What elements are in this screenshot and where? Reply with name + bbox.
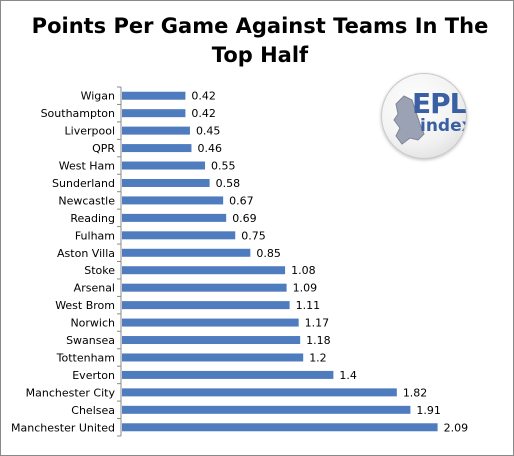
data-label: 1.08 <box>291 264 316 277</box>
bar <box>122 213 227 222</box>
data-label: 0.45 <box>196 125 221 138</box>
category-label: Reading <box>70 212 115 225</box>
logo-text-index: index <box>420 116 466 136</box>
data-label: 0.58 <box>216 177 241 190</box>
category-label: West Brom <box>55 299 115 312</box>
bar <box>122 405 411 414</box>
category-label: Everton <box>72 369 115 382</box>
bar <box>122 388 397 397</box>
bar <box>122 301 290 310</box>
bar <box>122 423 438 432</box>
category-label: Southampton <box>41 107 115 120</box>
data-label: 1.4 <box>339 369 357 382</box>
category-label: Stoke <box>84 264 115 277</box>
data-label: 1.18 <box>306 334 331 347</box>
category-label: Manchester United <box>11 421 115 434</box>
category-label: Norwich <box>70 317 115 330</box>
bar <box>122 196 224 205</box>
data-label: 1.17 <box>305 317 330 330</box>
data-label: 0.75 <box>241 229 266 242</box>
category-label: Aston Villa <box>57 247 115 260</box>
data-label: 0.42 <box>191 107 216 120</box>
category-label: West Ham <box>59 160 115 173</box>
data-label: 1.91 <box>416 404 441 417</box>
data-label: 0.85 <box>256 247 281 260</box>
logo-text-epl: EPL <box>412 87 467 120</box>
bars-group <box>122 91 438 432</box>
category-label: Liverpool <box>65 125 115 138</box>
category-label: Sunderland <box>52 177 115 190</box>
data-labels-group: 0.42 0.42 0.45 0.46 0.55 0.58 0.67 0.69 0.75 0.85… <box>191 90 468 435</box>
bar <box>122 231 236 240</box>
data-label: 0.69 <box>232 212 257 225</box>
category-label: Manchester City <box>26 386 116 399</box>
data-label: 0.55 <box>211 160 236 173</box>
bar <box>122 318 299 327</box>
epl-index-logo: EPL index <box>381 73 467 159</box>
data-label: 0.42 <box>191 90 216 103</box>
data-label: 0.46 <box>197 142 222 155</box>
category-label: Fulham <box>75 229 115 242</box>
bar <box>122 144 192 153</box>
bar <box>122 336 301 345</box>
data-label: 2.09 <box>444 421 469 434</box>
england-map-icon <box>393 95 425 145</box>
category-label: Arsenal <box>74 282 115 295</box>
data-label: 1.82 <box>403 386 428 399</box>
y-axis-ticks-group <box>117 86 121 437</box>
bar <box>122 109 186 118</box>
bar <box>122 370 334 379</box>
category-labels-group: Wigan Southampton Liverpool QPR West Ham Sund… <box>11 90 115 435</box>
bar <box>122 126 190 135</box>
bar <box>122 266 286 275</box>
category-label: Wigan <box>81 90 115 103</box>
bar <box>122 248 251 257</box>
bar <box>122 283 287 292</box>
data-label: 1.2 <box>309 351 327 364</box>
chart-title: Points Per Game Against Teams In The Top… <box>31 14 489 67</box>
category-label: Tottenham <box>56 351 115 364</box>
data-label: 1.09 <box>293 282 318 295</box>
category-label: Chelsea <box>71 404 115 417</box>
bar <box>122 178 210 187</box>
bar <box>122 353 304 362</box>
data-label: 1.11 <box>296 299 321 312</box>
category-label: QPR <box>92 142 115 155</box>
bar <box>122 161 206 170</box>
category-label: Swansea <box>66 334 115 347</box>
bar <box>122 91 186 100</box>
data-label: 0.67 <box>229 194 254 207</box>
category-label: Newcastle <box>58 194 115 207</box>
